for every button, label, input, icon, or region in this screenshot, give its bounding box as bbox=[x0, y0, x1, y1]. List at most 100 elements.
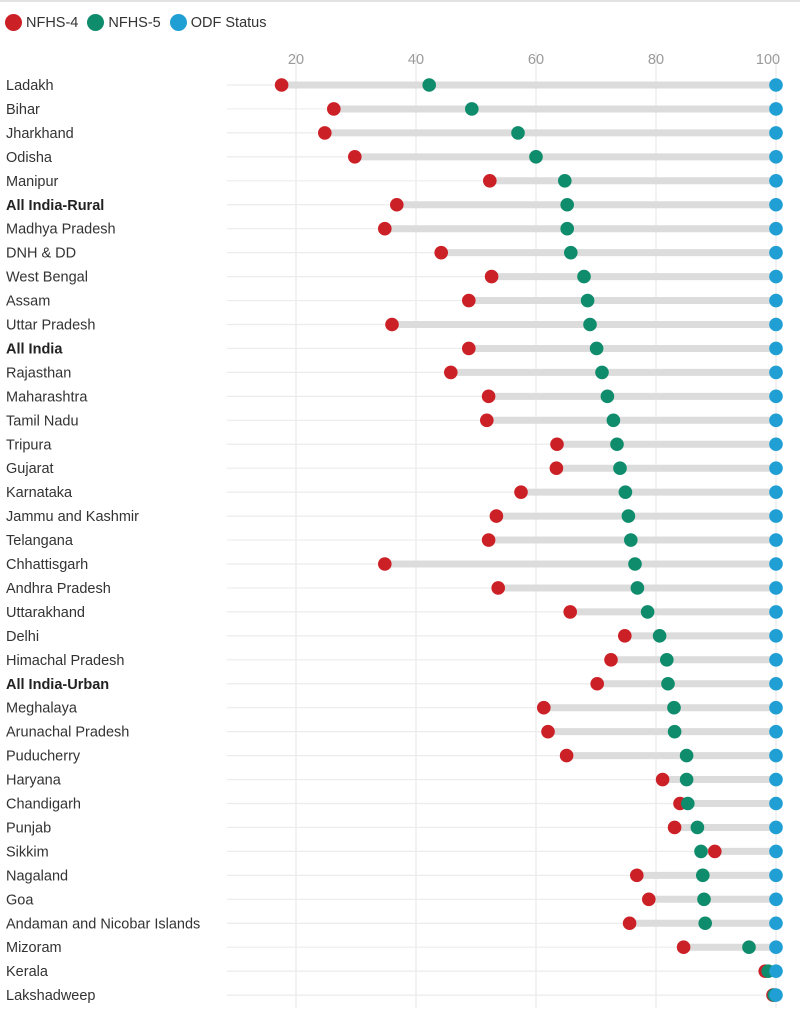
chart-row[interactable]: West Bengal bbox=[6, 270, 783, 286]
dot-nfhs5[interactable] bbox=[694, 844, 708, 859]
chart-row[interactable]: Sikkim bbox=[6, 844, 783, 860]
dot-nfhs5[interactable] bbox=[667, 700, 681, 715]
chart-row[interactable]: All India bbox=[6, 341, 783, 357]
dot-odf[interactable] bbox=[769, 653, 783, 667]
dot-nfhs5[interactable] bbox=[613, 461, 627, 476]
dot-nfhs5[interactable] bbox=[529, 150, 543, 164]
dot-nfhs5[interactable] bbox=[667, 724, 682, 739]
chart-row[interactable]: Tripura bbox=[6, 437, 783, 453]
chart-row[interactable]: Andaman and Nicobar Islands bbox=[6, 916, 783, 932]
dot-odf[interactable] bbox=[769, 533, 783, 547]
dot-nfhs5[interactable] bbox=[558, 174, 572, 188]
dot-odf[interactable] bbox=[769, 150, 783, 164]
dot-odf[interactable] bbox=[769, 772, 783, 787]
dot-nfhs4[interactable] bbox=[274, 78, 289, 92]
dot-odf[interactable] bbox=[769, 413, 783, 428]
chart-row[interactable]: Haryana bbox=[6, 773, 783, 789]
dot-odf[interactable] bbox=[769, 365, 783, 380]
dot-nfhs4[interactable] bbox=[550, 437, 564, 452]
dot-odf[interactable] bbox=[769, 197, 783, 212]
dot-odf[interactable] bbox=[769, 126, 783, 140]
chart-row[interactable]: Kerala bbox=[6, 964, 783, 980]
dot-odf[interactable] bbox=[769, 509, 783, 523]
dot-nfhs4[interactable] bbox=[390, 197, 404, 212]
dot-nfhs4[interactable] bbox=[537, 700, 551, 715]
dot-nfhs4[interactable] bbox=[559, 748, 574, 763]
dot-nfhs4[interactable] bbox=[604, 653, 618, 667]
dot-nfhs5[interactable] bbox=[610, 437, 624, 452]
chart-row[interactable]: Himachal Pradesh bbox=[6, 653, 783, 669]
chart-row[interactable]: Uttar Pradesh bbox=[6, 318, 783, 334]
dot-odf[interactable] bbox=[769, 78, 783, 92]
dot-nfhs5[interactable] bbox=[742, 940, 756, 954]
chart-row[interactable]: Ladakh bbox=[6, 78, 783, 94]
dot-odf[interactable] bbox=[769, 892, 783, 907]
chart-row[interactable]: Nagaland bbox=[6, 868, 783, 884]
dot-odf[interactable] bbox=[769, 820, 783, 835]
dot-nfhs4[interactable] bbox=[491, 581, 506, 595]
dot-odf[interactable] bbox=[769, 389, 783, 404]
chart-row[interactable]: Goa bbox=[6, 892, 783, 908]
chart-row[interactable]: Mizoram bbox=[6, 940, 783, 956]
dot-nfhs5[interactable] bbox=[580, 293, 595, 308]
chart-row[interactable]: All India-Urban bbox=[6, 677, 783, 693]
chart-row[interactable]: Madhya Pradesh bbox=[6, 222, 783, 238]
chart-row[interactable]: All India-Rural bbox=[6, 198, 783, 214]
dot-odf[interactable] bbox=[769, 245, 783, 260]
dot-nfhs5[interactable] bbox=[628, 557, 642, 571]
dot-nfhs4[interactable] bbox=[618, 629, 632, 643]
dot-nfhs5[interactable] bbox=[564, 245, 578, 260]
dot-nfhs4[interactable] bbox=[480, 413, 494, 428]
chart-row[interactable]: Delhi bbox=[6, 629, 783, 645]
dot-nfhs5[interactable] bbox=[618, 485, 633, 499]
chart-row[interactable]: Punjab bbox=[6, 820, 783, 836]
dot-nfhs4[interactable] bbox=[318, 126, 332, 140]
chart-row[interactable]: Manipur bbox=[6, 174, 783, 190]
chart-row[interactable]: Chandigarh bbox=[6, 797, 783, 813]
chart-row[interactable]: Uttarakhand bbox=[6, 605, 783, 621]
chart-row[interactable]: Jammu and Kashmir bbox=[6, 509, 783, 525]
dot-nfhs4[interactable] bbox=[434, 245, 449, 260]
dot-odf[interactable] bbox=[769, 700, 783, 715]
dot-nfhs5[interactable] bbox=[606, 413, 621, 428]
dot-nfhs5[interactable] bbox=[465, 102, 479, 116]
dot-nfhs4[interactable] bbox=[642, 892, 656, 907]
dot-nfhs5[interactable] bbox=[640, 605, 655, 619]
dot-nfhs5[interactable] bbox=[511, 126, 525, 140]
dot-nfhs4[interactable] bbox=[484, 269, 499, 284]
dot-nfhs5[interactable] bbox=[697, 892, 711, 907]
dot-odf[interactable] bbox=[769, 174, 783, 188]
dot-odf[interactable] bbox=[769, 748, 783, 763]
dot-nfhs5[interactable] bbox=[624, 533, 638, 547]
dot-nfhs5[interactable] bbox=[595, 365, 609, 380]
dot-nfhs4[interactable] bbox=[667, 820, 682, 835]
dot-nfhs5[interactable] bbox=[630, 581, 645, 595]
dot-nfhs5[interactable] bbox=[661, 676, 675, 691]
dot-nfhs5[interactable] bbox=[600, 389, 615, 404]
chart-row[interactable]: Gujarat bbox=[6, 461, 783, 477]
chart-row[interactable]: Maharashtra bbox=[6, 389, 783, 405]
dot-odf[interactable] bbox=[769, 269, 783, 284]
chart-row[interactable]: Puducherry bbox=[6, 749, 783, 765]
dot-nfhs5[interactable] bbox=[583, 317, 597, 332]
dot-odf[interactable] bbox=[769, 293, 783, 308]
chart-row[interactable]: Odisha bbox=[6, 150, 783, 166]
dot-nfhs4[interactable] bbox=[655, 772, 670, 787]
dot-odf[interactable] bbox=[769, 557, 783, 571]
chart-row[interactable]: DNH & DD bbox=[6, 246, 783, 262]
chart-row[interactable]: Arunachal Pradesh bbox=[6, 725, 783, 741]
chart-row[interactable]: Lakshadweep bbox=[6, 988, 783, 1004]
chart-row[interactable]: Karnataka bbox=[6, 485, 783, 501]
dot-odf[interactable] bbox=[769, 964, 783, 978]
dot-nfhs4[interactable] bbox=[483, 174, 497, 188]
chart-row[interactable]: Assam bbox=[6, 294, 783, 310]
dot-nfhs4[interactable] bbox=[549, 461, 564, 476]
dot-nfhs5[interactable] bbox=[679, 748, 694, 763]
chart-row[interactable]: Jharkhand bbox=[6, 126, 783, 142]
dot-odf[interactable] bbox=[769, 868, 783, 883]
dot-nfhs5[interactable] bbox=[690, 820, 705, 835]
dot-odf[interactable] bbox=[769, 581, 783, 595]
dot-nfhs5[interactable] bbox=[679, 772, 694, 787]
dot-nfhs4[interactable] bbox=[462, 341, 476, 356]
dot-odf[interactable] bbox=[769, 102, 783, 116]
